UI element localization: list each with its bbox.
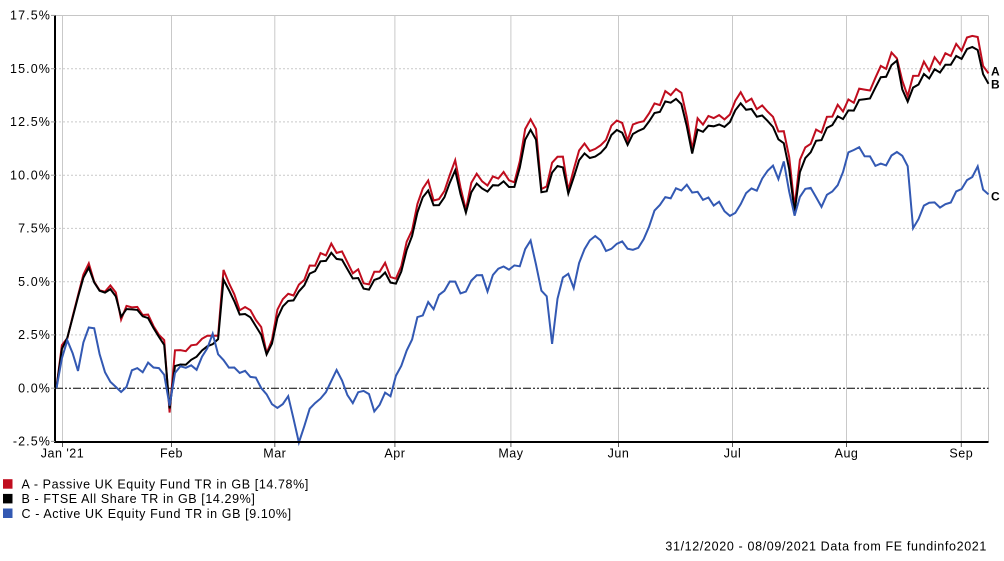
svg-text:C - Active UK Equity Fund TR i: C - Active UK Equity Fund TR in GB [9.10… [22,507,292,521]
svg-text:Feb: Feb [160,446,183,460]
svg-text:B: B [991,78,1000,92]
svg-text:Jun: Jun [608,446,630,460]
svg-text:31/12/2020 - 08/09/2021 Data f: 31/12/2020 - 08/09/2021 Data from FE fun… [665,540,987,554]
svg-text:0.0%: 0.0% [18,381,51,395]
svg-text:5.0%: 5.0% [18,275,51,289]
svg-text:Sep: Sep [949,446,973,460]
svg-text:May: May [498,446,523,460]
svg-text:A - Passive UK Equity Fund TR: A - Passive UK Equity Fund TR in GB [14.… [22,478,309,492]
svg-text:Apr: Apr [384,446,405,460]
svg-text:Jan '21: Jan '21 [41,446,84,460]
svg-text:Mar: Mar [263,446,286,460]
svg-text:10.0%: 10.0% [10,168,51,182]
svg-text:Jul: Jul [724,446,741,460]
svg-text:15.0%: 15.0% [10,62,51,76]
svg-text:-2.5%: -2.5% [13,435,51,449]
svg-text:12.5%: 12.5% [10,115,51,129]
svg-text:A: A [991,65,1000,79]
svg-text:Aug: Aug [835,446,859,460]
svg-text:17.5%: 17.5% [10,9,51,23]
svg-text:C: C [991,190,1000,204]
svg-text:2.5%: 2.5% [18,328,51,342]
svg-text:B - FTSE All Share TR in GB [1: B - FTSE All Share TR in GB [14.29%] [22,492,256,506]
svg-text:7.5%: 7.5% [18,222,51,236]
